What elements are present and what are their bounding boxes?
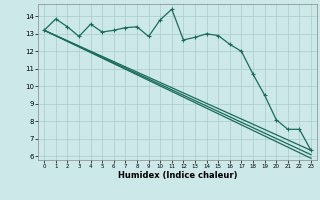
X-axis label: Humidex (Indice chaleur): Humidex (Indice chaleur) bbox=[118, 171, 237, 180]
